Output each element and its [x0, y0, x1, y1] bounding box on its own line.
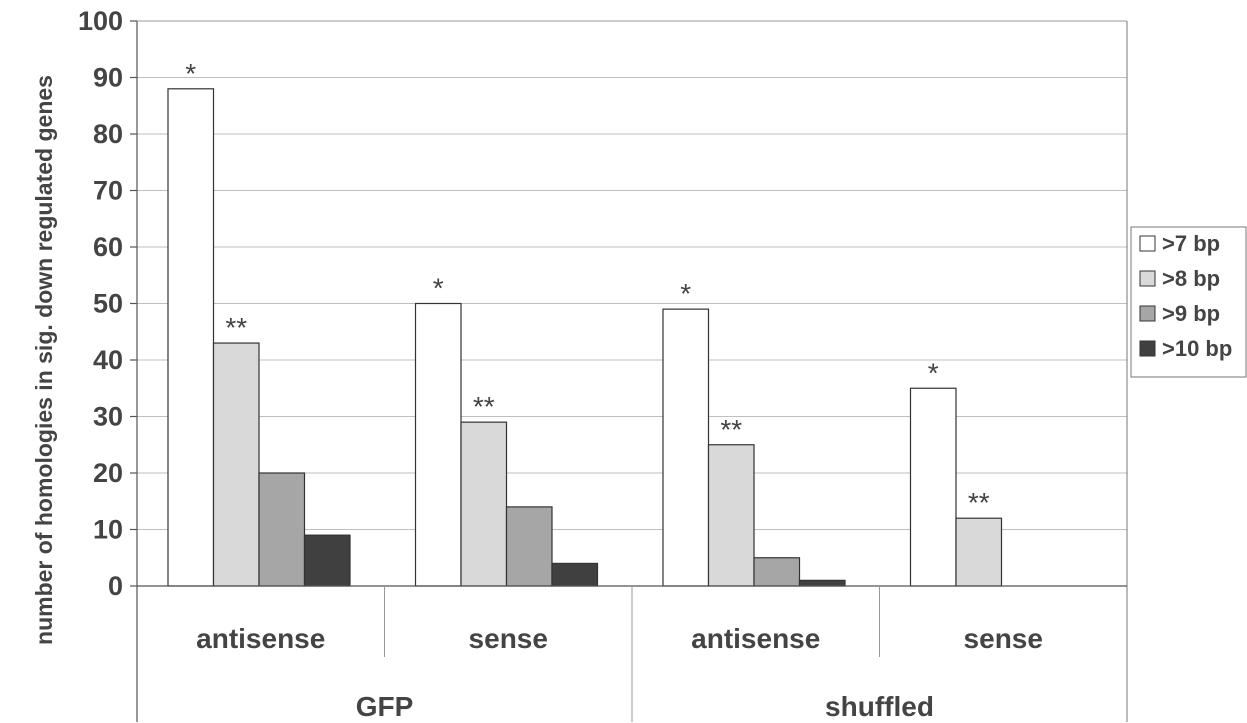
significance-marker: *	[433, 273, 444, 304]
bar	[753, 557, 801, 587]
group-label: GFP	[356, 691, 414, 722]
y-tick-label: 60	[93, 232, 123, 262]
gridlines	[137, 20, 1127, 530]
group-label: shuffled	[825, 691, 934, 722]
annotations: ** **********	[185, 58, 989, 518]
category-label: sense	[469, 623, 548, 654]
significance-marker: *	[680, 278, 691, 309]
y-tick-label: 10	[93, 515, 123, 545]
bar	[662, 308, 710, 587]
bar	[460, 421, 508, 587]
significance-marker: *	[185, 58, 196, 89]
y-tick-label: 70	[93, 176, 123, 206]
legend-label: >10 bp	[1162, 336, 1232, 361]
bar	[414, 302, 462, 587]
category-label: antisense	[196, 623, 325, 654]
bar	[798, 579, 846, 587]
significance-marker: **	[473, 391, 495, 422]
y-tick-label: 50	[93, 289, 123, 319]
significance-marker: **	[720, 414, 742, 445]
axes	[130, 20, 1128, 722]
y-tick-label: 80	[93, 119, 123, 149]
bar	[955, 517, 1003, 587]
significance-marker: **	[225, 312, 247, 343]
legend: >7 bp >8 bp >9 bp >10 bp	[1130, 226, 1247, 378]
significance-marker: **	[968, 487, 990, 518]
legend-label: >7 bp	[1162, 231, 1220, 256]
category-label: sense	[964, 623, 1043, 654]
y-tick-label: 0	[108, 571, 123, 601]
y-axis-label: number of homologies in sig. down regula…	[31, 75, 57, 645]
bar	[258, 472, 306, 587]
x-category-labels: antisense sense antisense sense GFP shuffled	[196, 623, 1043, 722]
y-tick-label: 30	[93, 402, 123, 432]
bar	[167, 88, 215, 587]
legend-label: >9 bp	[1162, 301, 1220, 326]
legend-swatch	[1139, 235, 1156, 252]
significance-marker: *	[928, 357, 939, 388]
category-label: antisense	[691, 623, 820, 654]
bar	[707, 444, 755, 587]
legend-swatch	[1139, 340, 1156, 357]
legend-swatch	[1139, 270, 1156, 287]
y-tick-label: 90	[93, 63, 123, 93]
legend-label: >8 bp	[1162, 266, 1220, 291]
y-tick-label: 40	[93, 345, 123, 375]
y-tick-label: 20	[93, 458, 123, 488]
legend-swatch	[1139, 305, 1156, 322]
bar	[505, 506, 553, 587]
bar	[909, 387, 957, 587]
y-tick-labels: 0 10 20 30 40 50 60 70 80 90 100	[78, 6, 123, 601]
y-tick-label: 100	[78, 6, 123, 36]
bars	[167, 88, 1003, 587]
bar	[303, 534, 351, 587]
bar	[212, 342, 260, 587]
bar	[551, 562, 599, 587]
